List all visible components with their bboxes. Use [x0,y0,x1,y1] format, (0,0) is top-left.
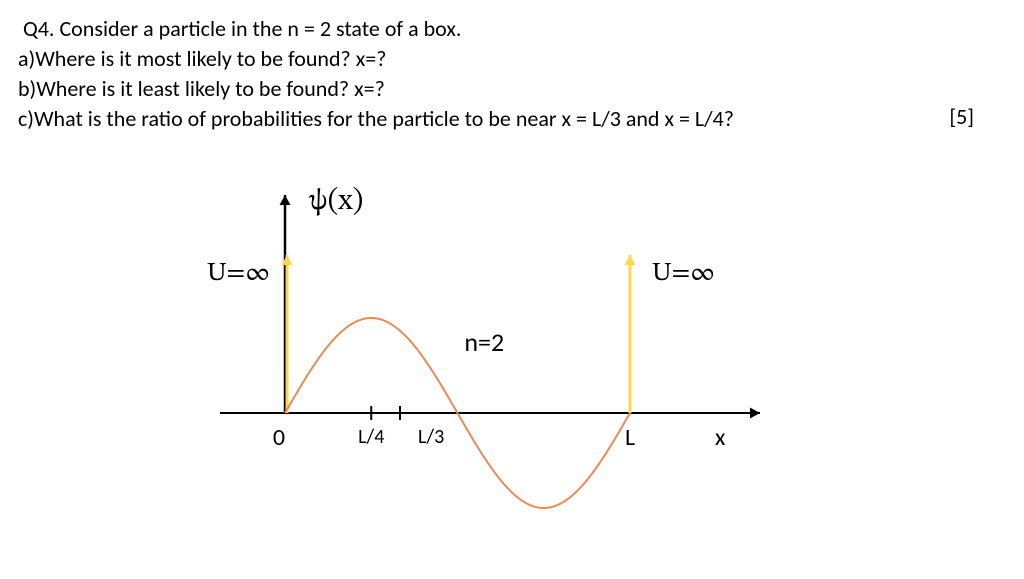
arrowhead [750,408,760,419]
u-infinity-right: U=∞ [652,261,715,287]
x-axis-label: x [715,423,726,452]
question-line-2: a)Where is it most likely to be found? x… [18,44,978,74]
tick-label-L: L [625,423,635,452]
psi-label: ψ(x) [308,186,363,217]
wavefunction-figure: ψ(x) U=∞ U=∞ n=2 0 L/4 L/3 Lx [200,175,800,545]
question-line-4: c)What is the ratio of probabilities for… [18,104,978,134]
n-label: n=2 [464,326,504,358]
question-block: Q4. Consider a particle in the n = 2 sta… [18,14,978,134]
tick-label-L3: L/3 [418,425,444,449]
question-line-1: Q4. Consider a particle in the n = 2 sta… [18,14,978,44]
tick-label-L4: L/4 [358,425,384,449]
tick-label-0: 0 [273,423,285,452]
u-infinity-left: U=∞ [207,261,270,287]
arrowhead [280,195,291,205]
arrowhead [282,255,293,265]
marks-label: [5] [949,103,974,130]
question-line-3: b)Where is it least likely to be found? … [18,74,978,104]
arrowhead [625,255,636,265]
